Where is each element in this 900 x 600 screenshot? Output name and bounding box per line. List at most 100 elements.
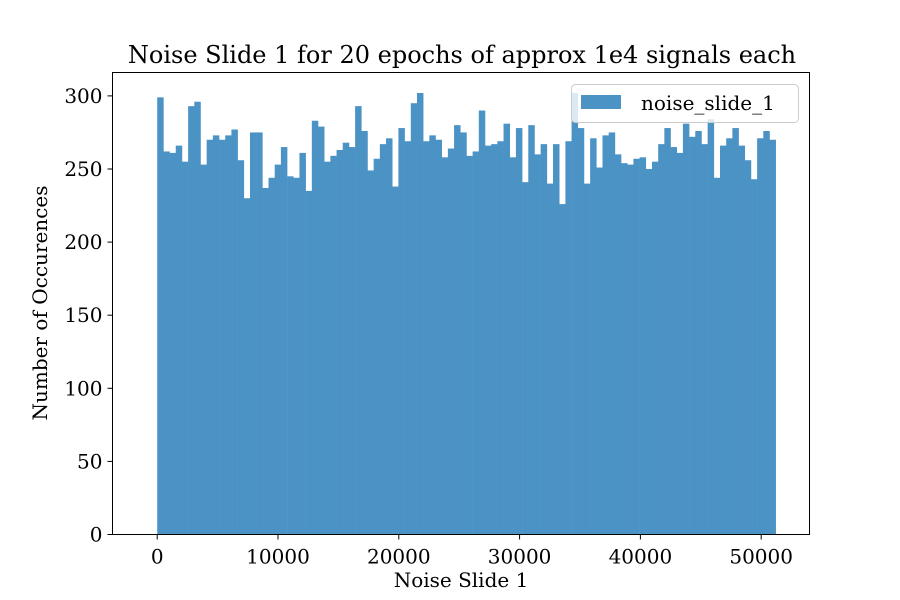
histogram-bar bbox=[639, 157, 647, 535]
histogram-bar bbox=[212, 135, 220, 535]
x-tick-label: 30000 bbox=[488, 545, 552, 569]
histogram-bar bbox=[627, 164, 634, 535]
histogram-bar bbox=[386, 138, 393, 535]
histogram-bar bbox=[225, 135, 232, 535]
histogram-bar bbox=[355, 106, 362, 535]
histogram-bar bbox=[701, 144, 708, 535]
histogram-bar bbox=[435, 139, 442, 535]
histogram-bar bbox=[472, 151, 480, 535]
histogram-bar bbox=[509, 157, 517, 535]
histogram-bar bbox=[571, 92, 579, 535]
histogram-bar bbox=[287, 176, 294, 535]
histogram-bar bbox=[608, 132, 616, 535]
histogram-bar bbox=[658, 144, 665, 535]
histogram-bar bbox=[497, 141, 504, 535]
histogram-bar bbox=[478, 110, 486, 535]
x-axis: 0 10000 20000 30000 40000 50000 bbox=[151, 534, 793, 569]
legend-swatch bbox=[581, 95, 621, 109]
histogram-bar bbox=[763, 130, 770, 535]
legend-box bbox=[571, 84, 799, 123]
histogram-bar bbox=[621, 163, 628, 535]
histogram-bar bbox=[299, 152, 306, 535]
histogram-bar bbox=[237, 160, 245, 535]
histogram-bar bbox=[695, 130, 702, 535]
chart-title: Noise Slide 1 for 20 epochs of approx 1e… bbox=[128, 41, 796, 69]
histogram-bar bbox=[503, 123, 511, 535]
histogram-bar bbox=[249, 132, 257, 535]
y-axis-label: Number of Occurences bbox=[28, 186, 52, 421]
histogram-bar bbox=[200, 164, 207, 535]
histogram-bar bbox=[738, 145, 746, 535]
histogram-bar bbox=[311, 120, 319, 535]
legend: noise_slide_1 bbox=[571, 84, 799, 123]
histogram-bar bbox=[410, 103, 418, 535]
histogram-bar bbox=[614, 154, 622, 535]
histogram-bar bbox=[231, 129, 238, 535]
y-axis: 0 50 100 150 200 250 300 bbox=[64, 84, 113, 547]
histogram-bar bbox=[769, 139, 776, 535]
histogram-bar bbox=[744, 160, 752, 535]
histogram-bar bbox=[645, 168, 653, 535]
histogram-bar bbox=[565, 141, 572, 535]
histogram-bar bbox=[522, 182, 529, 535]
histogram-bar bbox=[206, 139, 214, 535]
histogram-bar bbox=[491, 144, 498, 535]
histogram-bar bbox=[676, 152, 684, 535]
y-tick-label: 0 bbox=[90, 523, 103, 547]
histogram-bar bbox=[583, 183, 591, 535]
x-tick-label: 10000 bbox=[246, 545, 310, 569]
histogram-bar bbox=[546, 183, 554, 535]
histogram-bar bbox=[553, 144, 560, 535]
histogram-bar bbox=[194, 101, 201, 535]
histogram-bar bbox=[348, 147, 356, 535]
histogram-bar bbox=[392, 186, 399, 535]
histogram-bar bbox=[243, 198, 251, 535]
histogram-bar bbox=[596, 167, 603, 535]
histogram-bar bbox=[342, 142, 350, 535]
x-tick-label: 20000 bbox=[367, 545, 431, 569]
histogram-bar bbox=[602, 135, 609, 535]
histogram-bar bbox=[324, 161, 331, 535]
histogram-bar bbox=[318, 126, 325, 535]
histogram-bar bbox=[670, 147, 678, 535]
histogram-bar bbox=[416, 92, 424, 535]
histogram-bar bbox=[219, 139, 226, 535]
histogram-bar bbox=[441, 157, 449, 535]
x-tick-label: 40000 bbox=[609, 545, 673, 569]
histogram-bar bbox=[169, 152, 177, 535]
histogram-bar bbox=[379, 144, 387, 535]
histogram-bar bbox=[633, 158, 640, 535]
histogram-bar bbox=[707, 119, 715, 535]
histogram-bar bbox=[268, 177, 275, 535]
y-tick-label: 250 bbox=[64, 157, 102, 181]
x-tick-label: 50000 bbox=[729, 545, 793, 569]
histogram-bar bbox=[689, 136, 696, 535]
histogram-bar bbox=[484, 145, 492, 535]
y-tick-label: 150 bbox=[64, 303, 102, 327]
bars-group bbox=[157, 92, 776, 535]
histogram-bar bbox=[732, 128, 739, 535]
histogram-bar bbox=[398, 128, 405, 535]
histogram-bar bbox=[559, 204, 566, 535]
histogram-bar bbox=[720, 145, 727, 535]
histogram-bar bbox=[274, 164, 282, 535]
y-tick-label: 50 bbox=[77, 449, 102, 473]
histogram-bar bbox=[651, 161, 659, 535]
histogram-bar bbox=[293, 177, 300, 535]
histogram-bar bbox=[534, 154, 541, 535]
histogram-bar bbox=[181, 161, 189, 535]
histogram-bar bbox=[757, 138, 764, 535]
histogram-bar bbox=[404, 141, 412, 535]
histogram-bar bbox=[460, 132, 467, 535]
histogram-bar bbox=[175, 145, 183, 535]
histogram-bar bbox=[682, 123, 690, 535]
histogram-bar bbox=[163, 151, 170, 535]
y-tick-label: 300 bbox=[64, 84, 102, 108]
histogram-bar bbox=[423, 141, 430, 535]
histogram-bar bbox=[256, 132, 263, 535]
x-axis-label: Noise Slide 1 bbox=[394, 568, 529, 592]
histogram-bar bbox=[528, 125, 535, 535]
histogram-bar bbox=[336, 149, 344, 535]
